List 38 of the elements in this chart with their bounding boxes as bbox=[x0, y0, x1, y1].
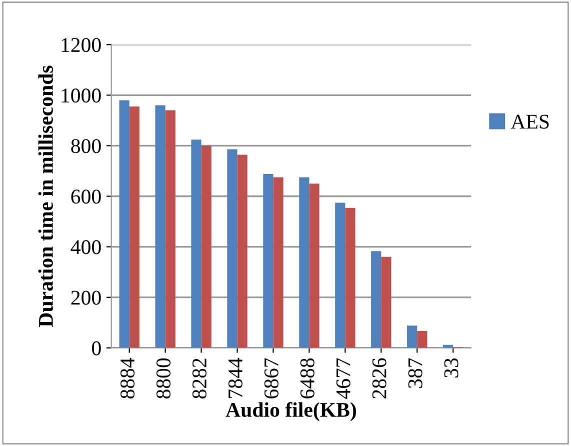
bar bbox=[201, 146, 212, 348]
bar bbox=[273, 177, 284, 348]
y-tick-label: 1000 bbox=[62, 88, 101, 103]
y-tick-label: 400 bbox=[70, 240, 101, 254]
x-tick-label: 387 bbox=[408, 358, 422, 388]
x-tick-label: 8282 bbox=[192, 358, 206, 398]
bar bbox=[227, 149, 238, 348]
bar bbox=[191, 140, 202, 348]
bar bbox=[165, 110, 176, 348]
bar bbox=[155, 105, 166, 348]
y-tick-label: 200 bbox=[71, 290, 101, 305]
bar bbox=[263, 174, 274, 348]
x-tick-label: 2826 bbox=[372, 358, 386, 398]
bar bbox=[407, 326, 418, 348]
bar bbox=[335, 202, 346, 348]
x-tick-label: 8800 bbox=[156, 358, 171, 398]
y-axis-title: Duration time in milliseconds bbox=[38, 66, 53, 327]
bar bbox=[371, 251, 382, 348]
bar bbox=[129, 106, 140, 348]
bar bbox=[309, 184, 320, 348]
legend-label: AES bbox=[510, 114, 549, 129]
bar bbox=[237, 154, 248, 348]
x-tick-label: 6488 bbox=[300, 358, 314, 398]
x-tick-label: 4677 bbox=[336, 358, 350, 399]
bar bbox=[119, 100, 130, 348]
bar bbox=[381, 256, 392, 348]
x-axis-title: Audio file(KB) bbox=[226, 402, 356, 422]
x-tick-label: 7844 bbox=[228, 358, 242, 398]
bar bbox=[417, 330, 428, 348]
x-tick-label: 6867 bbox=[264, 358, 278, 398]
y-tick-label: 600 bbox=[71, 190, 101, 204]
y-tick-label: 1200 bbox=[62, 38, 101, 52]
x-tick-label: 8884 bbox=[120, 358, 135, 398]
bar bbox=[299, 177, 310, 348]
y-tick-label: 0 bbox=[92, 341, 101, 356]
y-tick-label: 800 bbox=[71, 139, 101, 154]
bar bbox=[345, 208, 356, 348]
x-tick-label: 33 bbox=[444, 358, 458, 378]
